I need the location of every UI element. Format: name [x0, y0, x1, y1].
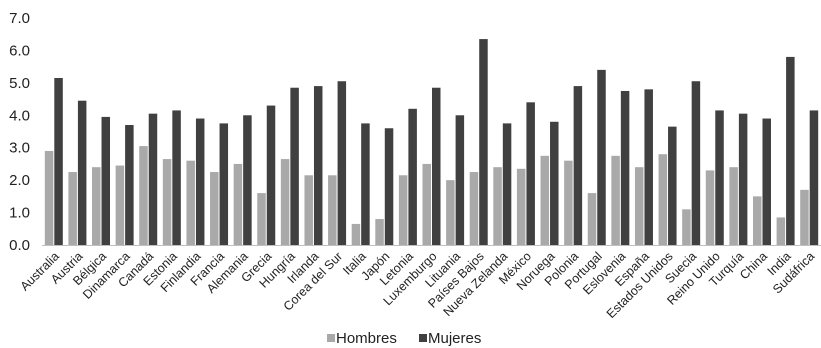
- bar-mujeres: [243, 115, 252, 246]
- y-tick-label: 5.0: [9, 75, 30, 92]
- bar-hombres: [752, 196, 762, 245]
- y-tick-label: 3.0: [9, 140, 30, 157]
- bar-mujeres: [148, 113, 158, 246]
- legend-swatch-mujeres: [419, 334, 427, 342]
- bar-hombres: [186, 160, 195, 245]
- bar-hombres: [493, 167, 502, 245]
- bar-mujeres: [550, 121, 559, 245]
- bar-hombres: [162, 159, 172, 245]
- bar-mujeres: [313, 86, 323, 245]
- bar-hombres: [729, 167, 738, 245]
- bar-mujeres: [691, 81, 701, 245]
- bar-mujeres: [644, 89, 653, 245]
- bar-mujeres: [432, 87, 441, 245]
- bar-hombres: [611, 155, 620, 245]
- bar-mujeres: [597, 69, 606, 245]
- bar-hombres: [210, 172, 219, 245]
- x-tick-label: China: [737, 249, 770, 282]
- bar-mujeres: [668, 126, 677, 245]
- bar-mujeres: [125, 125, 134, 245]
- bar-hombres: [68, 172, 77, 245]
- x-axis-tick-labels: AustraliaAustriaBélgicaDinamarcaCanadáEs…: [18, 249, 818, 321]
- bar-hombres: [257, 193, 266, 245]
- bar-hombres: [587, 193, 597, 245]
- y-axis-tick-labels: 0.0 1.0 2.0 3.0 4.0 5.0 6.0 7.0: [9, 10, 30, 254]
- bar-hombres: [44, 150, 54, 245]
- bar-mujeres: [620, 90, 630, 245]
- legend-label-hombres: Hombres: [336, 330, 397, 347]
- bar-mujeres: [290, 87, 299, 245]
- bar-hombres: [139, 146, 148, 245]
- bar-hombres: [658, 154, 668, 245]
- bar-mujeres: [172, 110, 181, 246]
- y-tick-label: 7.0: [9, 10, 30, 27]
- legend-swatch-hombres: [327, 334, 335, 342]
- y-tick-label: 6.0: [9, 42, 30, 59]
- bar-hombres: [115, 165, 125, 245]
- bar-hombres: [233, 163, 243, 245]
- legend: Hombres Mujeres: [327, 330, 481, 347]
- bar-hombres: [469, 172, 479, 245]
- bar-hombres: [516, 168, 526, 245]
- legend-label-mujeres: Mujeres: [428, 330, 481, 347]
- bar-mujeres: [408, 108, 417, 245]
- bar-hombres: [446, 180, 455, 245]
- bar-mujeres: [219, 123, 229, 245]
- bar-hombres: [375, 219, 384, 245]
- bar-hombres: [682, 209, 691, 245]
- bar-hombres: [92, 167, 101, 245]
- bar-mujeres: [101, 116, 111, 246]
- bar-mujeres: [195, 118, 205, 245]
- bar-hombres: [351, 223, 361, 245]
- bar-hombres: [328, 175, 337, 245]
- bar-hombres: [564, 160, 573, 245]
- bar-mujeres: [502, 123, 512, 245]
- bar-mujeres: [361, 123, 370, 245]
- bar-mujeres: [738, 113, 748, 246]
- bar-hombres: [304, 175, 313, 245]
- bar-mujeres: [337, 81, 347, 245]
- bar-mujeres: [786, 56, 795, 245]
- y-tick-label: 4.0: [9, 107, 30, 124]
- bar-hombres: [800, 189, 809, 245]
- bar-hombres: [540, 155, 550, 245]
- bar-mujeres: [266, 105, 276, 245]
- bar-hombres: [634, 167, 644, 245]
- y-tick-label: 2.0: [9, 172, 30, 189]
- bar-hombres: [280, 159, 290, 245]
- bar-mujeres: [573, 86, 583, 245]
- bar-mujeres: [455, 115, 465, 246]
- y-tick-label: 0.0: [9, 237, 30, 254]
- bar-hombres: [776, 217, 786, 245]
- bar-mujeres: [384, 128, 394, 245]
- bar-mujeres: [762, 118, 771, 245]
- bar-mujeres: [54, 77, 63, 245]
- y-tick-label: 1.0: [9, 205, 30, 222]
- bar-mujeres: [526, 102, 535, 245]
- bars: [44, 39, 819, 246]
- bar-hombres: [705, 170, 715, 245]
- bar-hombres: [398, 175, 408, 245]
- bar-mujeres: [77, 100, 87, 245]
- bar-mujeres: [479, 39, 488, 246]
- bar-mujeres: [809, 110, 819, 246]
- bar-mujeres: [715, 110, 724, 246]
- bar-hombres: [422, 163, 431, 245]
